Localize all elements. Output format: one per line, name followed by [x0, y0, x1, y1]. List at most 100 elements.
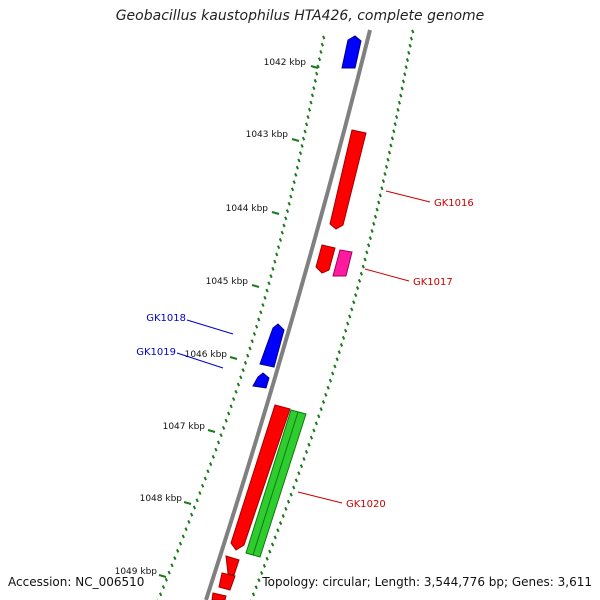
scale-dot: [192, 505, 197, 510]
scale-dot: [263, 295, 267, 300]
scale-dot: [317, 57, 322, 62]
scale-dot: [348, 314, 352, 319]
scale-dot: [268, 549, 272, 554]
scale-dot: [260, 571, 264, 575]
scale-dot: [231, 397, 236, 401]
scale-dot: [276, 245, 281, 250]
scale-dot: [409, 36, 414, 41]
gene-gk1019[interactable]: [252, 372, 270, 389]
scale-dot: [312, 428, 316, 433]
scale-dot: [292, 180, 296, 185]
scale-dot: [251, 592, 256, 597]
scale-dot: [310, 93, 315, 98]
scale-dot: [352, 300, 356, 305]
scale-dot: [322, 35, 326, 40]
gene-gk1016[interactable]: [329, 129, 367, 230]
scale-dot: [294, 478, 298, 483]
gene-blue-top[interactable]: [341, 35, 362, 69]
scale-dot: [377, 200, 381, 205]
scale-dot: [399, 93, 403, 98]
scale-dot: [389, 143, 393, 148]
scale-dot: [206, 469, 210, 474]
gene-red-bottom-1[interactable]: [225, 555, 240, 576]
scale-dot: [361, 264, 365, 269]
topology-text: Topology: circular; Length: 3,544,776 bp…: [262, 575, 592, 589]
scale-dot: [313, 78, 317, 83]
scale-dot: [341, 335, 346, 340]
scale-dot: [300, 144, 304, 148]
gene-labels: GK1016 GK1017 GK1018 GK1019 GK1020: [136, 190, 474, 510]
scale-dot: [405, 58, 410, 62]
scale-dot: [339, 343, 344, 347]
scale-dot: [181, 534, 185, 539]
scale-dot: [394, 115, 399, 119]
tick-mark: [183, 501, 192, 505]
scale-dot: [269, 274, 273, 279]
map-title: Geobacillus kaustophilus HTA426, complet…: [115, 8, 485, 24]
scale-dot: [276, 528, 280, 533]
scale-dot: [298, 151, 303, 156]
scale-dot: [158, 592, 163, 597]
label-gk1016[interactable]: GK1016: [434, 198, 474, 209]
gene-red-bottom-2[interactable]: [218, 572, 236, 591]
scale-dot: [302, 457, 306, 461]
scale-dot: [350, 307, 354, 312]
scale-dot: [243, 360, 248, 365]
leader-gk1020: [297, 491, 343, 504]
scale-dot: [366, 243, 371, 248]
scale-dot: [319, 50, 323, 54]
kbp-ticks: 1042 kbp 1043 kbp 1044 kbp 1045 kbp 1046…: [115, 58, 319, 578]
tick-mark: [271, 211, 280, 215]
scale-dot: [307, 107, 312, 112]
scale-dot: [294, 172, 298, 177]
label-gk1018[interactable]: GK1018: [146, 313, 186, 324]
scale-dot: [315, 71, 319, 76]
scale-dot: [326, 385, 330, 390]
gene-red-long[interactable]: [230, 404, 291, 551]
scale-dot: [254, 585, 258, 590]
scale-dot: [229, 404, 233, 409]
gene-red-bottom-3[interactable]: [211, 592, 227, 600]
scale-dot: [246, 353, 250, 358]
scale-dot: [248, 346, 252, 351]
scale-dot: [392, 129, 396, 134]
gene-red-small[interactable]: [315, 244, 336, 274]
scale-dot: [259, 310, 263, 315]
scale-dot: [216, 440, 221, 445]
scale-dot: [337, 350, 341, 355]
scale-dot: [378, 193, 382, 198]
scale-dot: [275, 252, 279, 257]
scale-dot: [333, 364, 337, 369]
scale-dot: [328, 378, 333, 383]
scale-dot: [309, 100, 313, 105]
scale-dot: [278, 521, 283, 526]
scale-dot: [408, 43, 412, 48]
label-gk1020[interactable]: GK1020: [346, 499, 386, 510]
gene-gk1017[interactable]: [332, 249, 353, 277]
label-gk1019[interactable]: GK1019: [136, 347, 176, 358]
scale-dot: [390, 136, 395, 141]
scale-dot: [257, 317, 261, 322]
scale-dot: [370, 229, 374, 233]
scale-dot: [198, 491, 202, 495]
scale-dot: [319, 407, 323, 412]
scale-dot: [290, 187, 295, 192]
gene-gk1018[interactable]: [259, 323, 285, 368]
scale-dot: [178, 541, 183, 546]
scale-dot: [273, 259, 277, 264]
scale-dot: [209, 462, 213, 467]
scale-dot: [164, 577, 168, 582]
scale-dot: [321, 400, 326, 404]
label-gk1017[interactable]: GK1017: [413, 277, 453, 288]
tick-mark: [207, 429, 216, 433]
tick-mark: [229, 356, 238, 360]
tick-label: 1042 kbp: [264, 58, 307, 68]
scale-dot: [357, 278, 362, 283]
scale-dot: [234, 389, 238, 394]
scale-dot: [273, 535, 277, 540]
scale-dot: [219, 433, 223, 438]
scale-dot: [303, 129, 307, 134]
scale-dot: [270, 542, 275, 547]
scale-dot: [304, 122, 309, 127]
scale-dot: [200, 483, 205, 488]
